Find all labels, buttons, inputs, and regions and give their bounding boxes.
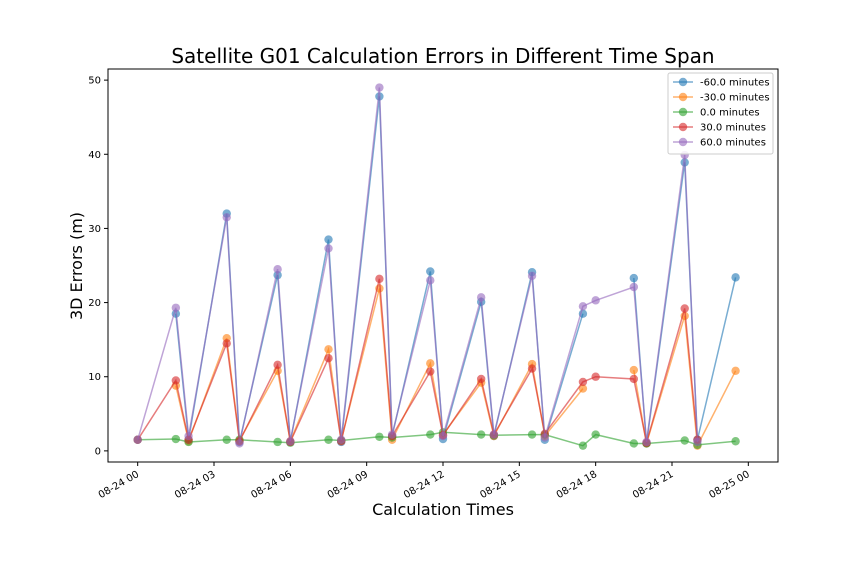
data-point — [235, 439, 244, 448]
x-tick-label: 08-24 12 — [402, 469, 446, 501]
data-point — [222, 435, 231, 444]
data-point — [578, 302, 588, 311]
y-tick-label: 30 — [88, 224, 101, 235]
data-point — [591, 430, 600, 439]
legend-box — [667, 72, 774, 155]
data-point — [171, 434, 181, 444]
x-tick-label: 08-24 03 — [173, 469, 217, 501]
data-point — [540, 433, 549, 442]
data-point — [273, 265, 282, 274]
data-point — [489, 430, 499, 439]
legend-marker — [678, 92, 688, 102]
data-point — [222, 339, 231, 348]
data-point — [578, 384, 588, 393]
series-line — [137, 278, 699, 445]
data-point — [171, 376, 181, 385]
legend-label: 30.0 minutes — [700, 123, 766, 134]
data-point — [387, 430, 397, 439]
y-axis-title: 3D Errors (m) — [67, 212, 86, 320]
series-layer — [133, 83, 740, 450]
x-tick-label: 08-24 00 — [97, 469, 141, 501]
y-tick-label: 40 — [88, 150, 101, 161]
x-tick-label: 08-24 15 — [478, 469, 522, 501]
y-tick-label: 50 — [88, 76, 101, 87]
data-point — [337, 435, 346, 444]
data-point — [286, 437, 295, 446]
data-point — [578, 441, 588, 450]
data-point — [426, 430, 435, 439]
data-point — [222, 213, 231, 222]
data-point — [133, 435, 142, 444]
data-point — [680, 304, 689, 313]
data-point — [476, 430, 486, 439]
data-point — [426, 367, 435, 376]
data-point — [629, 365, 639, 375]
data-point — [731, 366, 740, 375]
data-point — [629, 374, 639, 384]
data-point — [476, 293, 486, 302]
series-group — [171, 92, 740, 448]
y-tick-label: 10 — [88, 372, 101, 383]
legend-label: -60.0 minutes — [700, 78, 770, 89]
data-point — [629, 273, 639, 283]
legend-label: 60.0 minutes — [700, 138, 766, 149]
legend-marker — [678, 137, 688, 147]
data-point — [731, 437, 740, 446]
x-tick-label: 08-24 06 — [249, 469, 293, 501]
data-point — [578, 377, 588, 387]
legend-marker — [678, 107, 688, 117]
x-tick-label: 08-24 09 — [326, 469, 370, 501]
y-tick-label: 0 — [95, 446, 101, 457]
legend-label: -30.0 minutes — [700, 93, 770, 104]
data-point — [324, 345, 333, 354]
data-point — [693, 437, 702, 447]
data-point — [527, 364, 537, 373]
x-axis-title: Calculation Times — [372, 500, 514, 519]
data-point — [680, 436, 689, 445]
data-point — [273, 437, 282, 447]
data-point — [629, 282, 639, 292]
data-point — [629, 439, 639, 448]
data-point — [171, 303, 181, 312]
data-point — [591, 296, 600, 305]
data-point — [438, 431, 448, 441]
data-point — [375, 274, 384, 284]
data-point — [324, 353, 333, 363]
data-point — [375, 432, 384, 441]
x-tick-label: 08-24 21 — [631, 469, 675, 501]
legend-marker — [678, 122, 688, 132]
data-point — [184, 431, 193, 441]
data-point — [324, 244, 333, 253]
chart-title: Satellite G01 Calculation Errors in Diff… — [171, 44, 714, 68]
legend: -60.0 minutes -30.0 minutes 0.0 minutes 30.… — [667, 72, 774, 155]
data-point — [591, 372, 600, 381]
data-point — [426, 276, 435, 285]
x-tick-label: 08-24 18 — [555, 469, 599, 501]
legend-marker — [678, 77, 688, 87]
data-point — [273, 360, 282, 370]
legend-label: 0.0 minutes — [700, 108, 760, 119]
data-point — [426, 359, 435, 368]
data-point — [527, 430, 537, 439]
data-point — [375, 83, 384, 92]
data-point — [731, 273, 740, 282]
y-tick-label: 20 — [88, 298, 101, 309]
data-point — [527, 271, 537, 281]
data-point — [426, 267, 435, 276]
data-point — [324, 435, 333, 444]
data-point — [642, 437, 651, 447]
series-group — [133, 83, 702, 448]
data-point — [324, 235, 333, 244]
x-tick-label: 08-25 00 — [707, 469, 751, 501]
data-point — [476, 374, 486, 384]
